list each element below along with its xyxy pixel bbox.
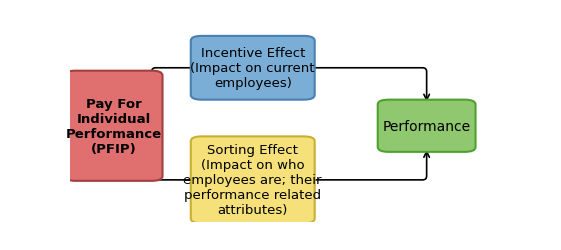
FancyBboxPatch shape (378, 100, 476, 152)
FancyBboxPatch shape (191, 37, 315, 100)
Text: Performance: Performance (383, 119, 471, 133)
Text: Incentive Effect
(Impact on current
employees): Incentive Effect (Impact on current empl… (191, 47, 315, 90)
FancyBboxPatch shape (65, 72, 163, 181)
FancyBboxPatch shape (191, 137, 315, 224)
Text: Pay For
Individual
Performance
(PFIP): Pay For Individual Performance (PFIP) (66, 97, 162, 155)
Text: Sorting Effect
(Impact on who
employees are; their
performance related
attribute: Sorting Effect (Impact on who employees … (183, 144, 322, 216)
